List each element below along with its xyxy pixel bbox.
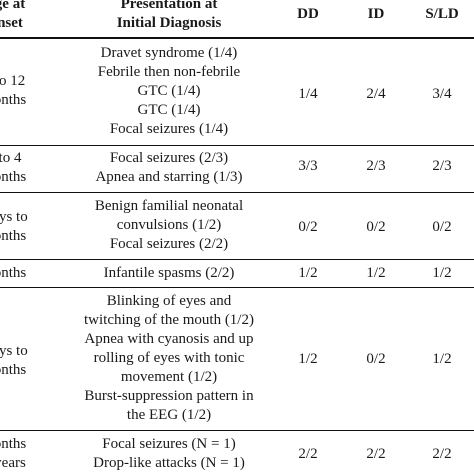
row-3-id: 0/2 <box>366 219 386 235</box>
row-3-presentation-line-3: Focal seizures (2/2) <box>109 236 229 252</box>
row-6-age-line-2: years <box>0 455 26 471</box>
header-age-line-2: nset <box>0 15 23 31</box>
row-1-dd: 1/4 <box>298 86 318 102</box>
header-age-line-1: ge at <box>0 0 26 12</box>
row-6-sld: 2/2 <box>432 446 452 462</box>
header-sld: S/LD <box>425 6 459 22</box>
row-5-presentation-line-7: the EEG (1/2) <box>126 407 212 423</box>
row-2-presentation: Focal seizures (2/3) Apnea and starring … <box>44 149 294 187</box>
row-divider <box>0 287 474 288</box>
row-1-presentation: Dravet syndrome (1/4) Febrile then non-f… <box>44 44 294 139</box>
row-3-presentation: Benign familial neonatal convulsions (1/… <box>44 197 294 254</box>
row-divider <box>0 145 474 146</box>
row-6-dd: 2/2 <box>298 446 318 462</box>
row-4-presentation: Infantile spasms (2/2) <box>44 264 294 283</box>
row-5-presentation-line-3: Apnea with cyanosis and up <box>84 331 254 347</box>
header-rule <box>0 37 474 39</box>
row-3-age-line-1: ays to <box>0 209 28 225</box>
row-1-presentation-line-2: Febrile then non-febrile <box>97 64 241 80</box>
row-1-sld: 3/4 <box>432 86 452 102</box>
row-1-presentation-line-3: GTC (1/4) <box>137 83 201 99</box>
row-5-presentation: Blinking of eyes and twitching of the mo… <box>44 292 294 425</box>
row-2-id: 2/3 <box>366 158 386 174</box>
row-2-age-line-1: to 4 <box>0 150 22 166</box>
header-presentation-line-2: Initial Diagnosis <box>116 15 222 31</box>
row-5-presentation-line-4: rolling of eyes with tonic <box>93 350 245 366</box>
row-3-presentation-line-2: convulsions (1/2) <box>116 217 222 233</box>
row-1-presentation-line-4: GTC (1/4) <box>137 102 201 118</box>
header-age-at-onset: ge at nset <box>0 0 80 33</box>
row-2-sld: 2/3 <box>432 158 452 174</box>
row-3-dd: 0/2 <box>298 219 318 235</box>
row-3-sld: 0/2 <box>432 219 452 235</box>
row-5-presentation-line-1: Blinking of eyes and <box>106 293 232 309</box>
row-5-presentation-line-6: Burst-suppression pattern in <box>84 388 254 404</box>
row-divider <box>0 430 474 431</box>
row-6-presentation-line-1: Focal seizures (N = 1) <box>102 436 236 452</box>
header-dd: DD <box>297 6 319 22</box>
row-5-sld: 1/2 <box>432 351 452 367</box>
row-2-presentation-line-1: Focal seizures (2/3) <box>109 150 229 166</box>
row-1-age-line-1: to 12 <box>0 73 26 89</box>
row-divider <box>0 259 474 260</box>
row-6-presentation: Focal seizures (N = 1) Drop-like attacks… <box>44 435 294 473</box>
row-5-age-line-1: ays to <box>0 343 28 359</box>
row-3-presentation-line-1: Benign familial neonatal <box>94 198 244 214</box>
row-5-presentation-line-2: twitching of the mouth (1/2) <box>84 312 254 328</box>
row-5-id: 0/2 <box>366 351 386 367</box>
row-2-presentation-line-2: Apnea and starring (1/3) <box>95 169 243 185</box>
row-5-presentation-line-5: movement (1/2) <box>120 369 218 385</box>
row-4-presentation-line-1: Infantile spasms (2/2) <box>103 265 235 281</box>
row-4-dd: 1/2 <box>298 265 318 281</box>
row-1-presentation-line-1: Dravet syndrome (1/4) <box>100 45 238 61</box>
row-1-id: 2/4 <box>366 86 386 102</box>
row-divider <box>0 192 474 193</box>
row-5-dd: 1/2 <box>298 351 318 367</box>
header-presentation-line-1: Presentation at <box>120 0 218 12</box>
row-4-sld: 1/2 <box>432 265 452 281</box>
header-presentation: Presentation at Initial Diagnosis <box>44 0 294 33</box>
header-id: ID <box>367 6 385 22</box>
row-6-id: 2/2 <box>366 446 386 462</box>
row-2-dd: 3/3 <box>298 158 318 174</box>
row-1-presentation-line-5: Focal seizures (1/4) <box>109 121 229 137</box>
row-6-presentation-line-2: Drop-like attacks (N = 1) <box>93 455 245 471</box>
row-4-id: 1/2 <box>366 265 386 281</box>
